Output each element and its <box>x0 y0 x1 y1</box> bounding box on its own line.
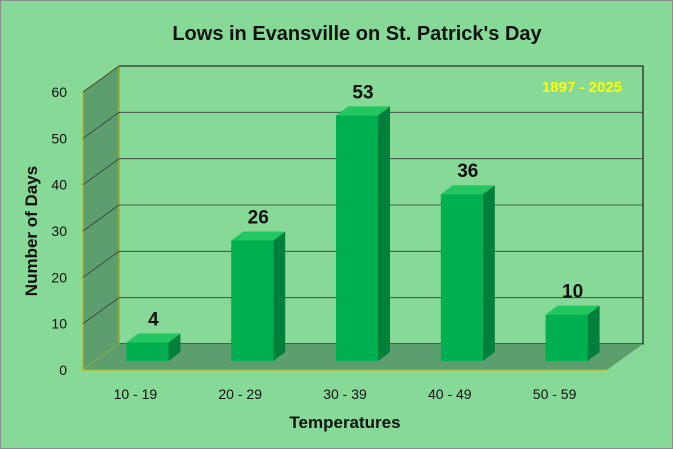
bar-side <box>587 305 600 361</box>
bar-front <box>440 194 483 361</box>
bar <box>440 185 495 361</box>
bars <box>126 106 600 361</box>
bar-top <box>336 106 390 116</box>
bar-top <box>126 333 181 343</box>
y-axis-label: Number of Days <box>22 166 41 296</box>
bar-front <box>545 314 588 361</box>
x-tick-label: 50 - 59 <box>533 386 577 402</box>
bar-side <box>168 333 181 361</box>
gridline <box>82 65 643 93</box>
gridline <box>82 111 643 139</box>
bar-front <box>231 240 274 361</box>
y-tick-label: 20 <box>51 269 67 285</box>
x-tick-label: 10 - 19 <box>114 386 158 402</box>
data-label: 53 <box>352 82 373 103</box>
bar-side <box>482 185 495 361</box>
x-tick-labels: 10 - 19 20 - 29 30 - 39 40 - 49 50 - 59 <box>114 386 577 402</box>
bar <box>231 231 286 361</box>
x-tick-label: 30 - 39 <box>323 386 367 402</box>
bar-front <box>336 115 378 361</box>
gridline <box>82 158 643 185</box>
y-tick-label: 0 <box>59 362 67 378</box>
data-labels: 4 26 53 36 10 <box>148 82 583 330</box>
y-tick-label: 50 <box>51 130 67 146</box>
y-tick-label: 60 <box>51 84 67 100</box>
data-label: 36 <box>457 161 478 182</box>
chart-title: Lows in Evansville on St. Patrick's Day <box>172 23 542 45</box>
bar <box>336 106 390 361</box>
bar <box>545 305 600 361</box>
x-axis-label: Temperatures <box>289 413 400 432</box>
data-label: 26 <box>248 208 269 229</box>
data-label: 4 <box>148 309 159 330</box>
bar-side <box>273 231 286 361</box>
bar-front <box>126 342 169 361</box>
x-tick-label: 20 - 29 <box>218 386 262 402</box>
y-tick-label: 10 <box>51 316 67 332</box>
bar-top <box>545 305 600 315</box>
y-tick-labels: 0 10 20 30 40 50 60 <box>51 84 67 378</box>
year-range-annotation: 1897 - 2025 <box>542 79 622 96</box>
bar-top <box>231 231 286 241</box>
bar-side <box>378 106 390 361</box>
bar-top <box>440 185 495 195</box>
data-label: 10 <box>562 282 583 303</box>
y-tick-label: 30 <box>51 223 67 239</box>
bar <box>126 333 181 361</box>
x-tick-label: 40 - 49 <box>428 386 472 402</box>
y-tick-label: 40 <box>51 177 67 193</box>
